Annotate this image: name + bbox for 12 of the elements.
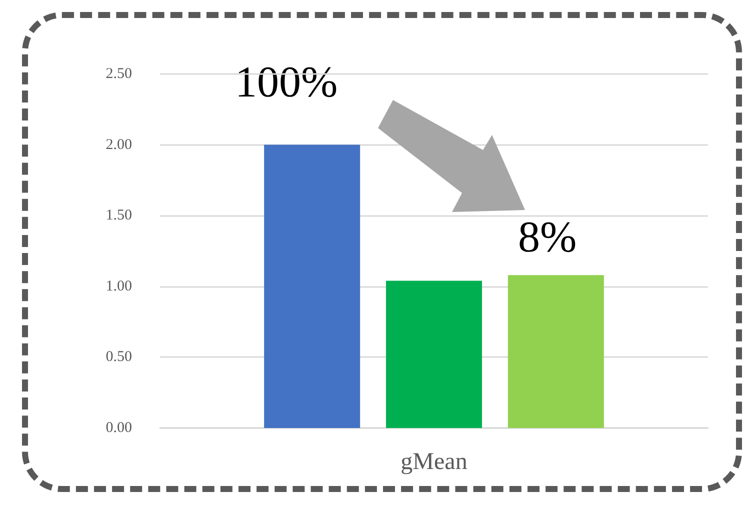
y-tick-label: 2.00 — [106, 136, 132, 153]
bar — [386, 280, 482, 428]
y-tick-label: 2.50 — [106, 66, 132, 82]
y-tick-label: 0.00 — [106, 420, 132, 436]
x-tick-label: gMean — [400, 449, 468, 475]
bar — [264, 144, 360, 428]
y-tick-label: 0.50 — [106, 349, 132, 366]
bar — [508, 275, 604, 428]
annotation: 8% — [518, 212, 577, 262]
annotation: 100% — [235, 58, 338, 106]
y-tick-label: 1.50 — [106, 208, 132, 224]
y-tick-label: 1.00 — [106, 278, 132, 294]
